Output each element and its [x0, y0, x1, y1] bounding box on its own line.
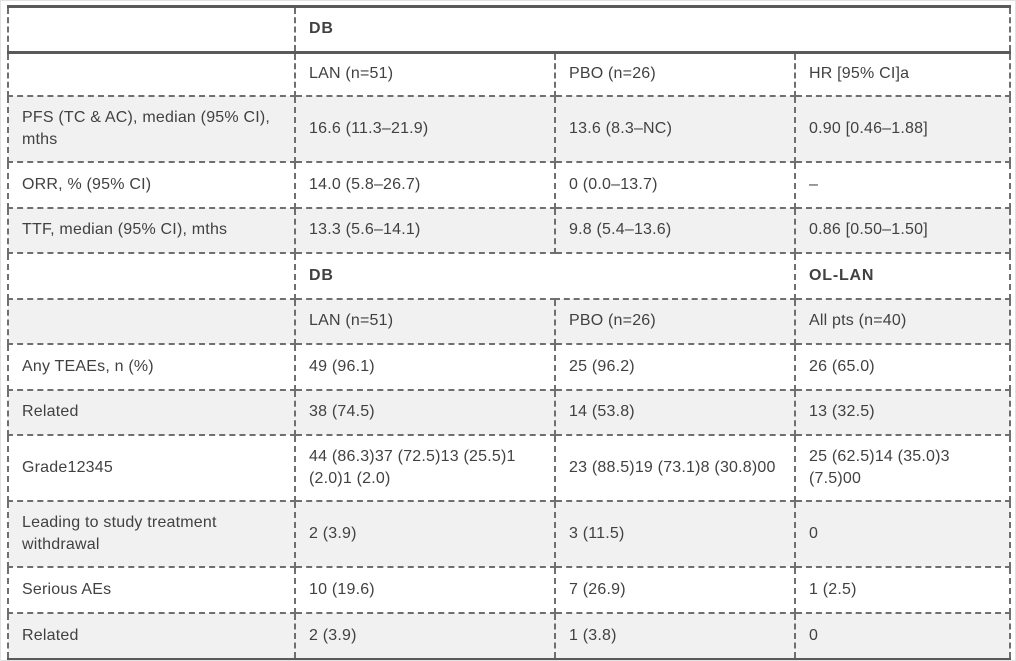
- value-cell: 23 (88.5)19 (73.1)8 (30.8)00: [554, 434, 796, 502]
- value-cell: 10 (19.6): [294, 566, 556, 614]
- value-cell: 26 (65.0): [793, 343, 1012, 391]
- table-row-efficacy-col-headers: LAN (n=51) PBO (n=26) HR [95% CI]a: [7, 51, 1012, 97]
- value-cell: 3 (11.5): [554, 500, 796, 568]
- empty-stub-cell: [7, 51, 296, 97]
- table-row-pfs: PFS (TC & AC), median (95% CI), mths 16.…: [7, 95, 1012, 163]
- value-cell: 16.6 (11.3–21.9): [294, 95, 556, 163]
- row-label-cell: Leading to study treatment withdrawal: [7, 500, 296, 568]
- table-row-grade: Grade12345 44 (86.3)37 (72.5)13 (25.5)1 …: [7, 434, 1012, 502]
- clinical-results-table: DB LAN (n=51) PBO (n=26) HR [95% CI]a PF…: [7, 5, 1012, 660]
- row-label-cell: Related: [7, 612, 296, 660]
- value-cell: 0: [793, 612, 1012, 660]
- value-cell: 13.3 (5.6–14.1): [294, 207, 556, 254]
- table-row-withdrawal: Leading to study treatment withdrawal 2 …: [7, 500, 1012, 568]
- value-cell: 0: [793, 500, 1012, 568]
- value-cell: 38 (74.5): [294, 389, 556, 436]
- value-cell: 0.86 [0.50–1.50]: [793, 207, 1012, 254]
- empty-corner-cell: [7, 6, 296, 54]
- row-label-cell: TTF, median (95% CI), mths: [7, 207, 296, 254]
- value-cell: 13.6 (8.3–NC): [554, 95, 796, 163]
- value-cell: 13 (32.5): [793, 389, 1012, 436]
- col-header-hr: HR [95% CI]a: [793, 51, 1012, 97]
- empty-stub-cell: [7, 298, 296, 345]
- value-cell: 25 (62.5)14 (35.0)3 (7.5)00: [793, 434, 1012, 502]
- col-header-lan: LAN (n=51): [294, 298, 556, 345]
- table-row-related-teaes: Related 38 (74.5) 14 (53.8) 13 (32.5): [7, 389, 1012, 436]
- safety-group-header-ol-lan-cell: OL-LAN: [793, 252, 1012, 300]
- table-row-ttf: TTF, median (95% CI), mths 13.3 (5.6–14.…: [7, 207, 1012, 254]
- value-cell: 1 (2.5): [793, 566, 1012, 614]
- table-row-any-teaes: Any TEAEs, n (%) 49 (96.1) 25 (96.2) 26 …: [7, 343, 1012, 391]
- value-cell: 9.8 (5.4–13.6): [554, 207, 796, 254]
- row-label-cell: ORR, % (95% CI): [7, 161, 296, 209]
- table-row-serious-aes: Serious AEs 10 (19.6) 7 (26.9) 1 (2.5): [7, 566, 1012, 614]
- row-label-cell: Grade12345: [7, 434, 296, 502]
- table-row-orr: ORR, % (95% CI) 14.0 (5.8–26.7) 0 (0.0–1…: [7, 161, 1012, 209]
- row-label-cell: PFS (TC & AC), median (95% CI), mths: [7, 95, 296, 163]
- col-header-lan: LAN (n=51): [294, 51, 556, 97]
- value-cell: 0.90 [0.46–1.88]: [793, 95, 1012, 163]
- value-cell: 49 (96.1): [294, 343, 556, 391]
- safety-group-header-db-cell: DB: [294, 252, 796, 300]
- row-label-cell: Serious AEs: [7, 566, 296, 614]
- value-cell: 44 (86.3)37 (72.5)13 (25.5)1 (2.0)1 (2.0…: [294, 434, 556, 502]
- col-header-pbo: PBO (n=26): [554, 51, 796, 97]
- empty-stub-cell: [7, 252, 296, 300]
- table-row-efficacy-group-header: DB: [7, 6, 1012, 54]
- value-cell: 7 (26.9): [554, 566, 796, 614]
- value-cell: 14.0 (5.8–26.7): [294, 161, 556, 209]
- efficacy-group-header-cell: DB: [293, 6, 1012, 54]
- table-row-related-serious: Related 2 (3.9) 1 (3.8) 0: [7, 612, 1012, 660]
- value-cell: 1 (3.8): [554, 612, 796, 660]
- value-cell: 25 (96.2): [554, 343, 796, 391]
- value-cell: 14 (53.8): [554, 389, 796, 436]
- value-cell: 2 (3.9): [294, 500, 556, 568]
- row-label-cell: Any TEAEs, n (%): [7, 343, 296, 391]
- col-header-all-pts: All pts (n=40): [793, 298, 1012, 345]
- value-cell: –: [793, 161, 1012, 209]
- value-cell: 0 (0.0–13.7): [554, 161, 796, 209]
- row-label-cell: Related: [7, 389, 296, 436]
- table-row-safety-group-header: DB OL-LAN: [7, 252, 1012, 300]
- table-row-safety-col-headers: LAN (n=51) PBO (n=26) All pts (n=40): [7, 298, 1012, 345]
- col-header-pbo: PBO (n=26): [554, 298, 796, 345]
- value-cell: 2 (3.9): [294, 612, 556, 660]
